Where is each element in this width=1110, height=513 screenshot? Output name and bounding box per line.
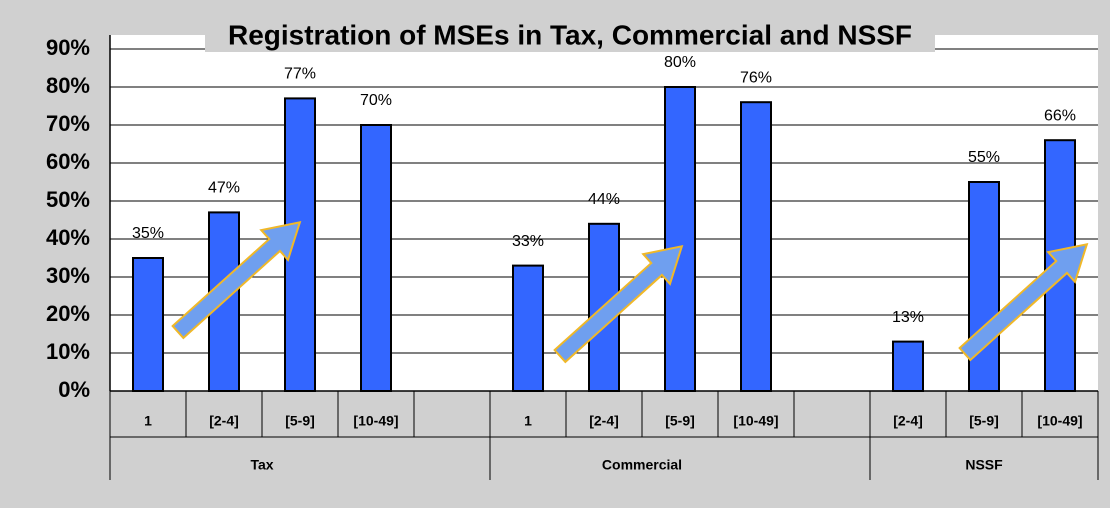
trend-arrow: [958, 242, 1089, 362]
data-label: 35%: [132, 225, 164, 242]
bar: [740, 101, 772, 392]
data-label: 55%: [968, 149, 1000, 166]
y-tick-label: 0%: [58, 377, 90, 402]
x-tick-label: [2-4]: [209, 413, 239, 429]
x-tick-label: 1: [144, 413, 152, 429]
x-tick-label: [10-49]: [1037, 413, 1082, 429]
x-tick-label: 1: [524, 413, 532, 429]
data-label: 80%: [664, 54, 696, 71]
group-label: NSSF: [965, 457, 1003, 473]
x-tick-label: [5-9]: [285, 413, 315, 429]
x-tick-label: [10-49]: [733, 413, 778, 429]
bar: [664, 86, 696, 392]
x-tick-label: [10-49]: [353, 413, 398, 429]
bar: [512, 264, 544, 393]
y-tick-label: 80%: [46, 73, 90, 98]
data-label: 13%: [892, 309, 924, 326]
y-tick-label: 30%: [46, 263, 90, 288]
bar: [892, 340, 924, 393]
y-tick-label: 40%: [46, 225, 90, 250]
data-label: 76%: [740, 69, 772, 86]
bar: [360, 124, 392, 392]
y-tick-label: 60%: [46, 149, 90, 174]
group-label: Tax: [250, 457, 273, 473]
y-tick-label: 50%: [46, 187, 90, 212]
trend-arrow: [171, 220, 302, 340]
data-label: 66%: [1044, 107, 1076, 124]
chart-title: Registration of MSEs in Tax, Commercial …: [228, 19, 912, 50]
arrows: [171, 220, 1089, 364]
group-label: Commercial: [602, 457, 682, 473]
x-tick-label: [5-9]: [665, 413, 695, 429]
x-tick-label: [5-9]: [969, 413, 999, 429]
trend-arrow: [553, 244, 684, 364]
data-label: 47%: [208, 180, 240, 197]
data-label: 77%: [284, 66, 316, 83]
y-tick-label: 10%: [46, 339, 90, 364]
y-tick-label: 90%: [46, 35, 90, 60]
data-label: 33%: [512, 233, 544, 250]
y-tick-label: 20%: [46, 301, 90, 326]
bar: [132, 257, 164, 392]
y-tick-label: 70%: [46, 111, 90, 136]
bar: [968, 181, 1000, 392]
x-tick-label: [2-4]: [893, 413, 923, 429]
data-label: 70%: [360, 92, 392, 109]
x-tick-label: [2-4]: [589, 413, 619, 429]
title-box: [205, 18, 935, 52]
data-label: 44%: [588, 191, 620, 208]
